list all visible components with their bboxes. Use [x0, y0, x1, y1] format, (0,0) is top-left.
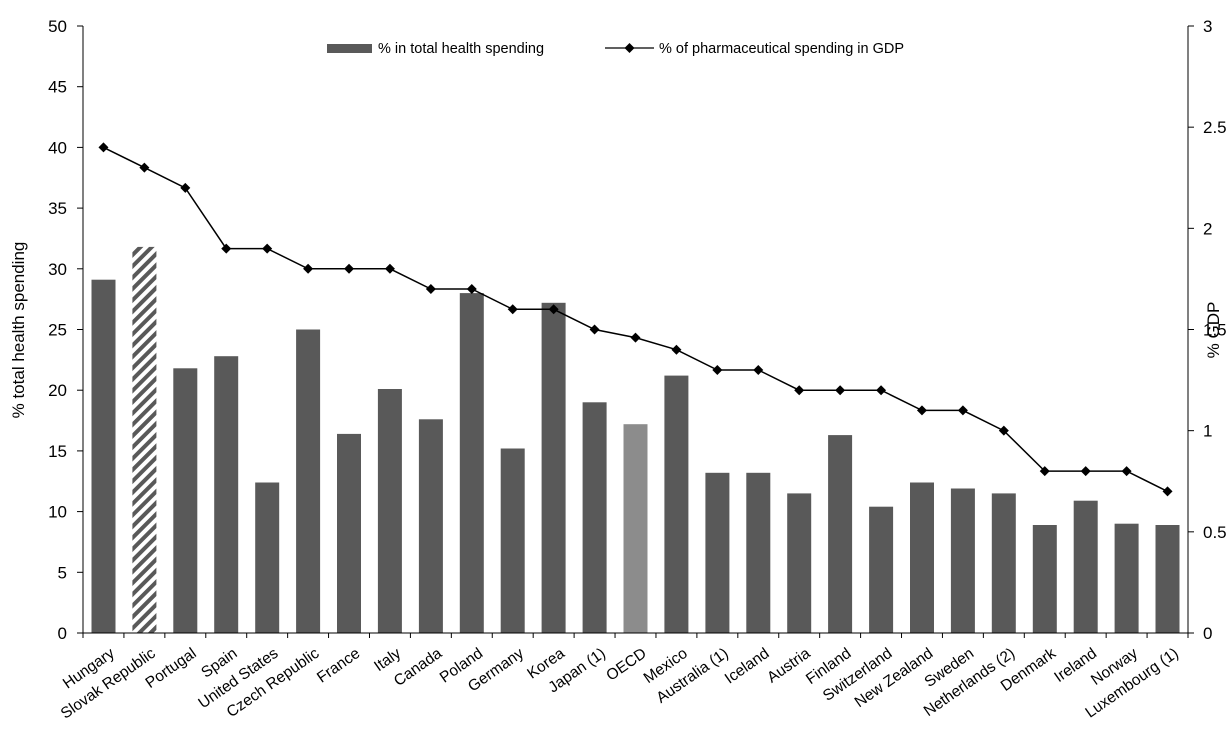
y-tick-label: 25 [48, 321, 67, 340]
line-marker [508, 304, 518, 314]
y-tick-label: 50 [48, 17, 67, 36]
line-marker [262, 244, 272, 254]
line-marker [1081, 466, 1091, 476]
line-marker [876, 385, 886, 395]
legend-line-label: % of pharmaceutical spending in GDP [659, 41, 904, 57]
line-marker [958, 405, 968, 415]
bar-spain [214, 356, 238, 633]
y-tick-label: 0 [58, 624, 67, 643]
line-marker [98, 142, 108, 152]
bar-ireland [1074, 501, 1098, 633]
line-marker [1122, 466, 1132, 476]
line-marker [835, 385, 845, 395]
line-marker [467, 284, 477, 294]
line-marker [753, 365, 763, 375]
y2-tick-label: 0 [1203, 624, 1212, 643]
line-marker [712, 365, 722, 375]
bar-switzerland [869, 507, 893, 633]
bar-italy [378, 389, 402, 633]
x-tick-label: OECD [603, 645, 649, 685]
bar-norway [1115, 524, 1139, 633]
bar-mexico [664, 376, 688, 633]
legend: % in total health spending % of pharmace… [327, 41, 904, 57]
bar-iceland [746, 473, 770, 633]
y-tick-label: 10 [48, 503, 67, 522]
bar-czech-republic [296, 330, 320, 634]
bar-slovak-republic [132, 247, 156, 633]
bar-netherlands-2 [992, 493, 1016, 633]
y-tick-label: 20 [48, 381, 67, 400]
bar-poland [460, 293, 484, 633]
line-marker [344, 264, 354, 274]
line-marker [180, 183, 190, 193]
y-tick-label: 40 [48, 138, 67, 157]
bar-series [92, 247, 1180, 633]
bar-japan-1 [583, 402, 607, 633]
bar-portugal [173, 368, 197, 633]
bar-hungary [92, 280, 116, 633]
bar-australia-1 [705, 473, 729, 633]
y2-tick-label: 2.5 [1203, 118, 1227, 137]
bar-luxembourg-1 [1156, 525, 1180, 633]
x-tick-label: Canada [391, 645, 446, 690]
bar-new-zealand [910, 483, 934, 634]
line-marker [426, 284, 436, 294]
legend-bar-label: % in total health spending [378, 41, 544, 57]
line-marker [221, 244, 231, 254]
line-marker [385, 264, 395, 274]
y-tick-label: 5 [58, 563, 67, 582]
y2-axis-title: % GDP [1204, 302, 1223, 359]
y2-tick-label: 3 [1203, 17, 1212, 36]
line-marker [303, 264, 313, 274]
y2-tick-label: 0.5 [1203, 523, 1227, 542]
line-marker [631, 333, 641, 343]
line-marker [139, 163, 149, 173]
bar-denmark [1033, 525, 1057, 633]
y-tick-label: 30 [48, 260, 67, 279]
bar-austria [787, 493, 811, 633]
line-marker [1163, 486, 1173, 496]
y-tick-label: 45 [48, 78, 67, 97]
bar-canada [419, 419, 443, 633]
y2-tick-label: 2 [1203, 219, 1212, 238]
bar-finland [828, 435, 852, 633]
x-tick-label: France [314, 645, 363, 687]
bar-korea [542, 303, 566, 633]
bar-germany [501, 449, 525, 634]
legend-bar-swatch [327, 44, 372, 53]
bar-oecd [624, 424, 648, 633]
bar-united-states [255, 483, 279, 634]
line-marker [794, 385, 804, 395]
line-marker [917, 405, 927, 415]
x-tick-label: Iceland [722, 645, 773, 688]
bar-sweden [951, 489, 975, 634]
y2-tick-label: 1 [1203, 422, 1212, 441]
y-axis-title: % total health spending [9, 242, 28, 419]
y-tick-label: 15 [48, 442, 67, 461]
bar-france [337, 434, 361, 633]
line-marker [671, 345, 681, 355]
legend-line-marker [625, 43, 635, 53]
line-marker [590, 325, 600, 335]
y-tick-label: 35 [48, 199, 67, 218]
